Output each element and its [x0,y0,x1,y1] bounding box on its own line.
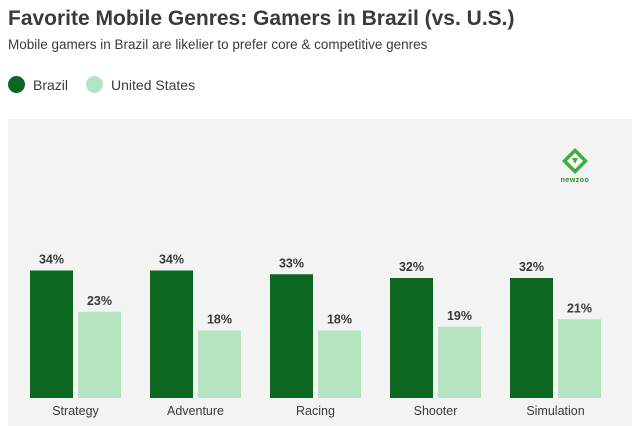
legend-swatch-united-states [86,76,104,93]
bar-brazil-adventure [150,270,193,398]
newzoo-logo: newzoo [555,147,595,189]
data-label-brazil-adventure: 34% [159,253,184,267]
bar-united-states-shooter [438,326,481,398]
data-label-brazil-racing: 33% [279,256,304,270]
category-label-shooter: Shooter [414,404,458,418]
bar-united-states-adventure [198,330,241,398]
bar-brazil-simulation [510,278,553,398]
data-label-united-states-strategy: 23% [87,294,112,308]
legend-swatch-brazil [8,76,25,93]
category-label-simulation: Simulation [526,404,584,418]
chart-panel: 34% 23% Strategy 34% 18% Adventure 33% 18% Racin… [8,119,632,426]
bar-united-states-simulation [558,319,601,398]
data-label-brazil-simulation: 32% [519,260,544,274]
bar-brazil-shooter [390,278,433,398]
category-label-strategy: Strategy [52,404,99,418]
legend-label-united-states: United States [111,76,196,93]
legend-label-brazil: Brazil [33,76,69,93]
data-label-united-states-simulation: 21% [567,301,592,315]
legend: Brazil United States [8,76,213,93]
category-label-racing: Racing [296,404,335,418]
newzoo-logo-icon [562,148,588,174]
legend-item-brazil: Brazil [8,76,68,93]
chart-title: Favorite Mobile Genres: Gamers in Brazil… [8,7,515,30]
bar-brazil-racing [270,274,313,398]
category-label-adventure: Adventure [167,404,224,418]
legend-item-united-states: United States [86,76,195,93]
data-label-united-states-adventure: 18% [207,313,232,327]
data-label-brazil-shooter: 32% [399,260,424,274]
newzoo-logo-text: newzoo [560,177,590,184]
data-label-brazil-strategy: 34% [39,253,64,267]
bar-brazil-strategy [30,270,73,398]
bar-chart: 34% 23% Strategy 34% 18% Adventure 33% 18% Racin… [30,253,601,418]
chart-subtitle: Mobile gamers in Brazil are likelier to … [8,37,428,52]
data-label-united-states-racing: 18% [327,313,352,327]
data-label-united-states-shooter: 19% [447,309,472,323]
bar-united-states-strategy [78,311,121,398]
bar-united-states-racing [318,330,361,398]
